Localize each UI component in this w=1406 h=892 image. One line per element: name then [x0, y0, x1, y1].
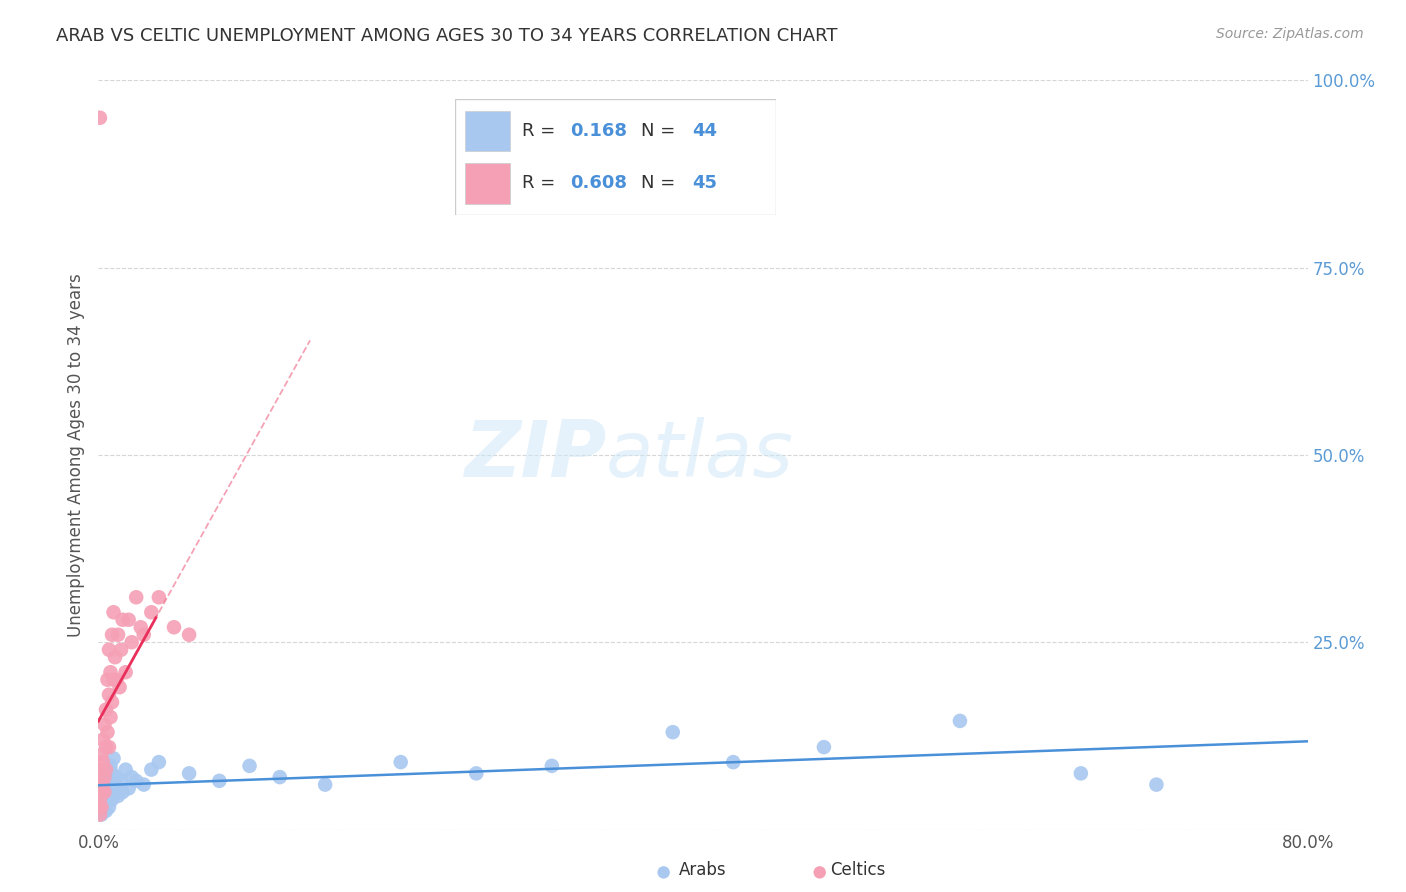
Point — [104, 650, 127, 665]
Point — [90, 800, 112, 814]
Point — [465, 766, 488, 780]
Point — [98, 800, 121, 814]
Point — [103, 605, 125, 619]
Point — [239, 759, 262, 773]
Point — [91, 755, 114, 769]
Point — [101, 792, 124, 806]
Text: ZIP: ZIP — [464, 417, 606, 493]
Point — [94, 763, 117, 777]
Point — [93, 797, 115, 811]
Point — [93, 778, 115, 792]
Point — [104, 781, 127, 796]
Point — [105, 770, 128, 784]
Point — [101, 695, 124, 709]
Point — [105, 673, 128, 687]
Point — [89, 111, 111, 125]
Point — [94, 703, 117, 717]
Y-axis label: Unemployment Among Ages 30 to 34 years: Unemployment Among Ages 30 to 34 years — [66, 273, 84, 637]
Point — [179, 628, 201, 642]
Point — [540, 759, 562, 773]
Point — [89, 807, 111, 822]
Point — [110, 642, 132, 657]
Point — [100, 665, 122, 680]
Point — [96, 792, 118, 806]
Text: Arabs: Arabs — [679, 861, 727, 879]
Point — [148, 591, 170, 605]
Point — [89, 778, 111, 792]
Point — [118, 613, 141, 627]
Point — [96, 673, 118, 687]
Point — [94, 740, 117, 755]
Text: atlas: atlas — [606, 417, 794, 493]
Point — [661, 725, 683, 739]
Point — [129, 620, 152, 634]
Point — [91, 785, 114, 799]
Point — [93, 770, 115, 784]
Point — [98, 773, 121, 788]
Point — [101, 628, 124, 642]
Point — [103, 751, 125, 765]
Point — [723, 755, 745, 769]
Point — [1144, 778, 1167, 792]
Point — [111, 613, 134, 627]
Point — [100, 759, 122, 773]
Point — [93, 717, 115, 731]
Point — [813, 740, 835, 755]
Point — [141, 605, 163, 619]
Point — [269, 770, 291, 784]
Point — [716, 784, 738, 798]
Point — [208, 773, 231, 788]
Point — [872, 784, 894, 798]
Point — [108, 680, 131, 694]
Point — [90, 747, 112, 762]
Point — [91, 778, 114, 792]
Point — [107, 789, 129, 803]
Point — [94, 789, 117, 803]
Point — [100, 710, 122, 724]
Text: Source: ZipAtlas.com: Source: ZipAtlas.com — [1216, 27, 1364, 41]
Point — [98, 740, 121, 755]
Point — [110, 773, 132, 788]
Point — [125, 591, 148, 605]
Point — [91, 732, 114, 747]
Point — [98, 642, 121, 657]
Text: Celtics: Celtics — [830, 861, 886, 879]
Point — [89, 792, 111, 806]
Point — [107, 628, 129, 642]
Point — [111, 785, 134, 799]
Point — [163, 620, 186, 634]
Point — [121, 635, 143, 649]
Point — [118, 781, 141, 796]
Point — [93, 785, 115, 799]
Point — [1070, 766, 1092, 780]
Point — [89, 800, 111, 814]
Point — [114, 763, 136, 777]
Point — [94, 770, 117, 784]
Point — [90, 807, 112, 822]
Point — [121, 770, 143, 784]
Point — [314, 778, 336, 792]
Point — [141, 763, 163, 777]
Point — [96, 725, 118, 739]
Point — [91, 800, 114, 814]
Point — [132, 778, 155, 792]
Point — [94, 804, 117, 818]
Point — [103, 673, 125, 687]
Point — [90, 763, 112, 777]
Point — [100, 785, 122, 799]
Point — [132, 628, 155, 642]
Point — [90, 785, 112, 799]
Point — [389, 755, 412, 769]
Point — [949, 714, 972, 728]
Text: ARAB VS CELTIC UNEMPLOYMENT AMONG AGES 30 TO 34 YEARS CORRELATION CHART: ARAB VS CELTIC UNEMPLOYMENT AMONG AGES 3… — [56, 27, 838, 45]
Point — [103, 778, 125, 792]
Point — [98, 688, 121, 702]
Point — [114, 665, 136, 680]
Point — [125, 773, 148, 788]
Point — [101, 766, 124, 780]
Point — [96, 763, 118, 777]
Point — [148, 755, 170, 769]
Point — [179, 766, 201, 780]
